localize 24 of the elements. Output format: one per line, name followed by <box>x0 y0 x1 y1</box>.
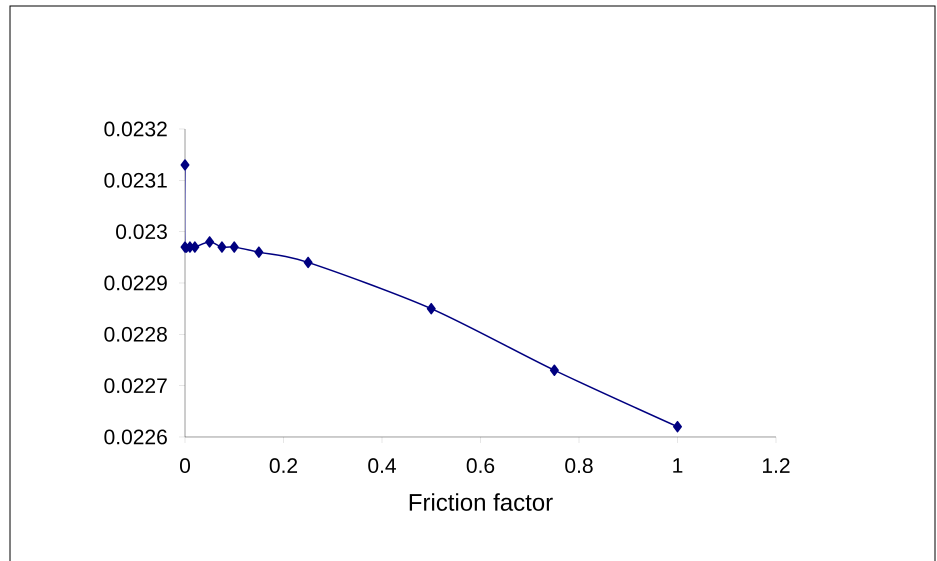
x-tick-label: 0.6 <box>466 458 494 474</box>
x-tick-label: 1.2 <box>763 458 790 473</box>
point <box>180 159 190 171</box>
x-tick-label: 0.2 <box>270 458 298 474</box>
x-tick-label: 1 <box>673 458 682 473</box>
x-tick-label: 0 <box>180 458 190 474</box>
x-axis-title: Friction factor <box>410 493 553 511</box>
point <box>254 246 264 258</box>
y-tick-label: 0.0228 <box>104 326 167 342</box>
y-tick-label: 0.0231 <box>104 172 167 188</box>
point <box>426 302 436 314</box>
y-tick-label: 0.023 <box>116 224 167 240</box>
x-tick-label: 0.4 <box>368 458 396 474</box>
point <box>205 236 214 248</box>
y-tick-label: 0.0226 <box>104 430 167 444</box>
x-tick-label: 0.8 <box>565 458 593 474</box>
point <box>673 420 682 432</box>
point <box>230 241 239 253</box>
y-tick-label: 0.0227 <box>104 378 167 394</box>
point <box>550 364 559 376</box>
point <box>217 241 226 253</box>
point <box>304 256 313 268</box>
y-tick-label: 0.0232 <box>104 122 167 136</box>
y-tick-label: 0.0229 <box>104 276 167 290</box>
